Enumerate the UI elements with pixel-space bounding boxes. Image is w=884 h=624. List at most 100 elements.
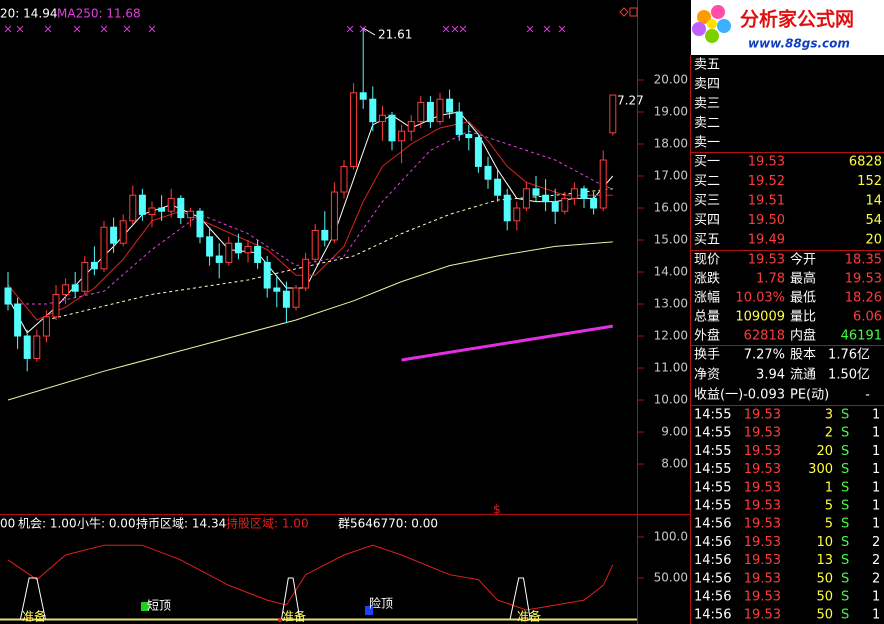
y-tick-label: 8.00	[661, 457, 688, 471]
panel-text: 1.50亿	[828, 368, 870, 383]
panel-text: S	[841, 462, 849, 477]
y-tick-label: 15.00	[654, 233, 688, 247]
panel-text: 收益(一)	[694, 388, 743, 403]
icon[interactable]	[629, 7, 638, 17]
signal-box	[141, 602, 149, 611]
panel-text: 1	[872, 480, 880, 495]
panel-text: 股本	[790, 348, 816, 363]
panel-text: 19.53	[744, 480, 781, 495]
panel-text: -	[865, 388, 870, 403]
panel-text: 内盘	[790, 328, 816, 344]
indicator-header: 00	[0, 517, 15, 531]
panel-text: 1	[872, 590, 880, 605]
panel-text: 现价	[694, 253, 720, 268]
signal-cross	[346, 25, 354, 33]
signal-dot	[523, 618, 527, 622]
candle-body	[542, 194, 550, 203]
panel-text: 总量	[694, 310, 720, 325]
panel-text: 19.53	[748, 253, 785, 268]
candle-body	[350, 92, 358, 167]
panel-text: 买一	[694, 155, 720, 170]
candle-body	[590, 197, 598, 209]
candle-body	[81, 261, 89, 292]
panel-text: 1	[872, 517, 880, 532]
panel-text: 300	[808, 462, 833, 477]
candle-body	[503, 194, 511, 222]
panel-text: 19.53	[744, 571, 781, 586]
panel-text: 1	[825, 480, 833, 495]
panel-text: 1.76亿	[828, 348, 870, 363]
signal-label: 险顶	[369, 596, 393, 611]
panel-text: 流通	[790, 368, 816, 383]
panel-text: 18.35	[845, 253, 882, 268]
indicator-header: 机会: 1.00	[18, 517, 77, 531]
panel-text: 19.53	[744, 499, 781, 514]
indicator-header: 持股区域: 1.00	[226, 516, 309, 531]
panel-text: 19.52	[748, 174, 785, 189]
y-tick-label: 11.00	[654, 361, 688, 375]
panel-text: 最高	[790, 271, 816, 287]
panel-text: 5	[825, 517, 833, 532]
panel-text: 1	[872, 444, 880, 459]
candle-body	[62, 284, 70, 295]
panel-text: 50	[816, 571, 833, 586]
panel-text: 19.53	[748, 155, 785, 170]
candle-body	[148, 207, 156, 215]
y-tick-label: 20.00	[654, 73, 688, 87]
candle-body	[244, 245, 252, 254]
ma-line	[8, 130, 613, 305]
y-tick-label: 12.00	[654, 329, 688, 343]
signal-dot	[278, 618, 282, 622]
y-tick-label: 9.00	[661, 425, 688, 439]
candle-body	[23, 335, 31, 359]
ma-line	[46, 188, 613, 321]
candle-body	[484, 165, 492, 180]
logo-url[interactable]: www.88gs.com	[748, 37, 850, 51]
panel-text: 3	[825, 408, 833, 423]
icon[interactable]	[619, 7, 629, 17]
panel-text: 卖三	[694, 97, 720, 112]
candle-body	[71, 284, 79, 292]
panel-text: 2	[825, 426, 833, 441]
panel-text: 14:55	[694, 426, 731, 441]
candle-body	[369, 98, 377, 123]
signal-dot	[28, 618, 32, 622]
y-tick-label: 10.00	[654, 393, 688, 407]
signal-cross	[4, 25, 12, 33]
candle-body	[273, 287, 281, 292]
indicator-header: 小牛: 0.00	[77, 516, 136, 531]
panel-text: 14:55	[694, 408, 731, 423]
panel-text: 5	[825, 499, 833, 514]
signal-cross	[100, 25, 108, 33]
panel-text: 54	[865, 213, 882, 228]
candle-body	[138, 194, 146, 215]
panel-text: S	[841, 444, 849, 459]
panel-text: 2	[872, 571, 880, 586]
panel-text: 6.06	[853, 310, 882, 325]
panel-text: 62818	[744, 329, 785, 344]
candle-body	[388, 114, 396, 142]
panel-text: 2	[872, 553, 880, 568]
panel-text: 50	[816, 608, 833, 623]
panel-text: 18.26	[845, 291, 882, 306]
candle-body	[234, 242, 242, 254]
panel-text: 卖一	[694, 136, 720, 151]
panel-text: 外盘	[694, 328, 720, 344]
candle-body	[158, 207, 166, 212]
candle-body	[129, 194, 137, 222]
y-tick-label: 50.00	[654, 570, 688, 584]
candle-body	[609, 94, 617, 134]
candle-body	[52, 293, 60, 318]
panel-text: 14:56	[694, 535, 731, 550]
panel-text: -0.093	[743, 388, 785, 403]
y-tick-label: 16.00	[654, 201, 688, 215]
panel-text: 14:56	[694, 517, 731, 532]
panel-text: 买二	[694, 174, 720, 189]
panel-text: 1	[872, 499, 880, 514]
candle-body	[465, 133, 473, 139]
candle-body	[186, 210, 194, 219]
panel-text: S	[841, 608, 849, 623]
candle-body	[494, 178, 502, 196]
candle-body	[446, 98, 454, 113]
logo-flower	[692, 5, 731, 43]
